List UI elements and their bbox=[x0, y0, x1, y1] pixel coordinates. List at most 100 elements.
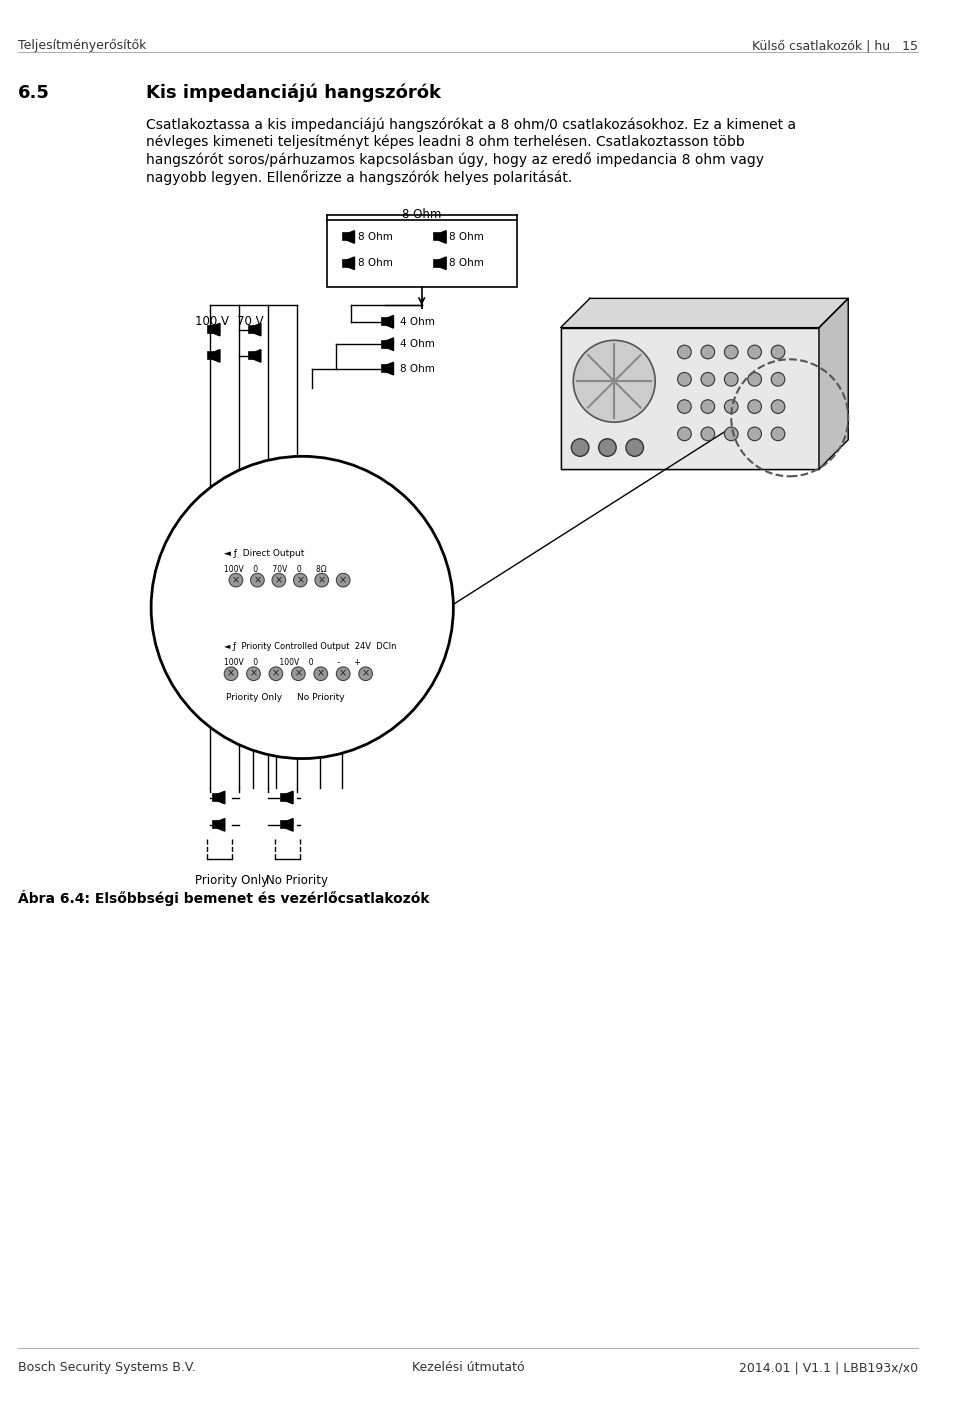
Circle shape bbox=[678, 400, 691, 413]
Circle shape bbox=[292, 667, 305, 680]
Text: ×: × bbox=[250, 669, 257, 679]
Circle shape bbox=[771, 400, 785, 413]
Text: 2014.01 | V1.1 | LBB193x/x0: 2014.01 | V1.1 | LBB193x/x0 bbox=[739, 1361, 919, 1374]
Polygon shape bbox=[286, 791, 293, 804]
Polygon shape bbox=[387, 316, 394, 327]
Text: 8 Ohm: 8 Ohm bbox=[358, 259, 393, 268]
Bar bbox=[434, 260, 439, 267]
Text: Kis impedanciájú hangszórók: Kis impedanciájú hangszórók bbox=[146, 84, 442, 103]
Circle shape bbox=[359, 667, 372, 680]
Circle shape bbox=[678, 427, 691, 441]
Text: Kezelési útmutató: Kezelési útmutató bbox=[412, 1361, 524, 1374]
Circle shape bbox=[315, 573, 328, 587]
Circle shape bbox=[748, 400, 761, 413]
Circle shape bbox=[771, 372, 785, 386]
Circle shape bbox=[701, 372, 714, 386]
Polygon shape bbox=[254, 350, 261, 362]
Bar bbox=[208, 326, 213, 333]
Text: ×: × bbox=[253, 575, 261, 584]
Circle shape bbox=[247, 667, 260, 680]
Text: No Priority: No Priority bbox=[298, 693, 345, 702]
Bar bbox=[249, 353, 254, 360]
Text: No Priority: No Priority bbox=[266, 874, 328, 887]
Bar bbox=[312, 570, 331, 590]
Circle shape bbox=[771, 427, 785, 441]
Bar bbox=[561, 327, 819, 469]
Bar bbox=[213, 794, 218, 801]
Text: 8 Ohm: 8 Ohm bbox=[449, 259, 485, 268]
Circle shape bbox=[599, 438, 616, 457]
Circle shape bbox=[701, 427, 714, 441]
Text: Külső csatlakozók | hu   15: Külső csatlakozók | hu 15 bbox=[753, 39, 919, 52]
Circle shape bbox=[678, 346, 691, 358]
Circle shape bbox=[725, 400, 738, 413]
Polygon shape bbox=[561, 298, 849, 327]
Polygon shape bbox=[387, 362, 394, 375]
Text: Ábra 6.4: Elsőbbségi bemenet és vezérlőcsatlakozók: Ábra 6.4: Elsőbbségi bemenet és vezérlőc… bbox=[17, 891, 429, 906]
Circle shape bbox=[573, 340, 655, 422]
Circle shape bbox=[748, 427, 761, 441]
Bar bbox=[673, 337, 809, 464]
Circle shape bbox=[269, 667, 283, 680]
Text: ×: × bbox=[275, 575, 283, 584]
Text: ×: × bbox=[232, 575, 240, 584]
Bar bbox=[561, 327, 819, 469]
Polygon shape bbox=[348, 230, 354, 243]
Circle shape bbox=[748, 346, 761, 358]
Text: névleges kimeneti teljesítményt képes leadni 8 ohm terhelésen. Csatlakoztasson t: névleges kimeneti teljesítményt képes le… bbox=[146, 135, 745, 149]
Polygon shape bbox=[348, 257, 354, 270]
Circle shape bbox=[272, 573, 286, 587]
Bar bbox=[382, 319, 387, 326]
Circle shape bbox=[678, 372, 691, 386]
Text: ×: × bbox=[295, 669, 302, 679]
Text: 70 V: 70 V bbox=[237, 315, 264, 327]
Bar bbox=[289, 665, 308, 683]
Circle shape bbox=[229, 573, 243, 587]
Text: nagyobb legyen. Ellenőrizze a hangszórók helyes polaritását.: nagyobb legyen. Ellenőrizze a hangszórók… bbox=[146, 170, 572, 184]
Circle shape bbox=[725, 372, 738, 386]
Bar bbox=[222, 665, 241, 683]
Text: 8 Ohm: 8 Ohm bbox=[402, 208, 442, 221]
Bar bbox=[343, 233, 348, 240]
Circle shape bbox=[725, 427, 738, 441]
Bar bbox=[382, 340, 387, 347]
Text: ◄ ƒ  Priority Controlled Output  24V  DCIn: ◄ ƒ Priority Controlled Output 24V DCIn bbox=[225, 642, 396, 651]
Text: ×: × bbox=[297, 575, 304, 584]
Polygon shape bbox=[439, 230, 446, 243]
Text: 8 Ohm: 8 Ohm bbox=[399, 364, 435, 374]
Polygon shape bbox=[213, 350, 220, 362]
Text: 100V    0         100V    0          -      +: 100V 0 100V 0 - + bbox=[225, 658, 361, 667]
Bar bbox=[281, 794, 286, 801]
Bar bbox=[208, 353, 213, 360]
Text: ×: × bbox=[339, 669, 348, 679]
Bar bbox=[333, 665, 353, 683]
Bar bbox=[266, 665, 286, 683]
Polygon shape bbox=[213, 323, 220, 336]
Text: 8 Ohm: 8 Ohm bbox=[449, 232, 485, 242]
Text: Priority Only: Priority Only bbox=[195, 874, 268, 887]
Text: Bosch Security Systems B.V.: Bosch Security Systems B.V. bbox=[17, 1361, 195, 1374]
Polygon shape bbox=[439, 257, 446, 270]
Text: ×: × bbox=[317, 669, 324, 679]
Text: ×: × bbox=[339, 575, 348, 584]
Polygon shape bbox=[218, 819, 225, 832]
Circle shape bbox=[701, 400, 714, 413]
Circle shape bbox=[725, 346, 738, 358]
Circle shape bbox=[571, 438, 588, 457]
Text: ×: × bbox=[272, 669, 280, 679]
Circle shape bbox=[626, 438, 643, 457]
Text: ×: × bbox=[318, 575, 325, 584]
Text: ◄ ƒ  Direct Output: ◄ ƒ Direct Output bbox=[225, 549, 304, 558]
Bar bbox=[311, 665, 330, 683]
Circle shape bbox=[701, 346, 714, 358]
Bar bbox=[213, 822, 218, 829]
Bar bbox=[244, 665, 263, 683]
Text: 4 Ohm: 4 Ohm bbox=[399, 340, 435, 350]
Circle shape bbox=[251, 573, 264, 587]
Polygon shape bbox=[387, 339, 394, 350]
Text: Teljesítményerősítők: Teljesítményerősítők bbox=[17, 39, 146, 52]
Text: 100V    0      70V    0      8Ω: 100V 0 70V 0 8Ω bbox=[225, 565, 326, 573]
Bar bbox=[269, 570, 289, 590]
Polygon shape bbox=[254, 323, 261, 336]
Bar bbox=[326, 221, 516, 287]
